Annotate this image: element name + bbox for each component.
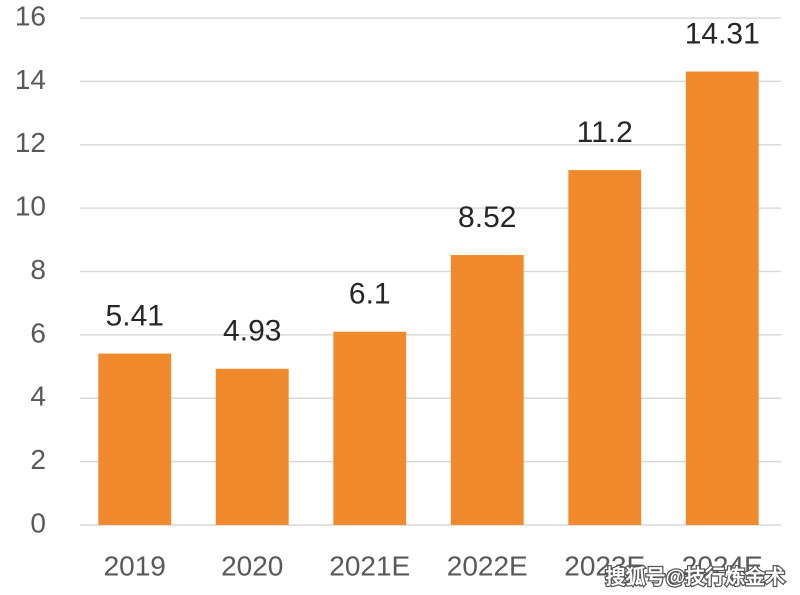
y-tick-label: 12	[15, 127, 46, 158]
y-tick-label: 8	[30, 254, 46, 285]
bar	[215, 368, 289, 525]
x-tick-label: 2023E	[564, 550, 645, 581]
y-tick-label: 16	[15, 0, 46, 31]
bar	[568, 170, 642, 525]
x-tick-label: 2024E	[682, 550, 763, 581]
x-tick-label: 2020	[221, 550, 283, 581]
y-tick-label: 10	[15, 191, 46, 222]
value-label: 5.41	[106, 299, 164, 332]
value-label: 8.52	[458, 201, 516, 234]
watermark: 搜狐号@技行炼金术	[605, 564, 785, 588]
value-label: 11.2	[577, 116, 633, 149]
y-tick-label: 14	[15, 64, 46, 95]
value-label: 4.93	[223, 315, 281, 348]
y-tick-label: 0	[30, 507, 46, 538]
bar	[98, 353, 172, 525]
y-tick-label: 4	[30, 381, 46, 412]
value-label: 14.31	[685, 17, 760, 50]
x-tick-label: 2021E	[329, 550, 410, 581]
bar	[333, 331, 407, 525]
value-label: 6.1	[349, 278, 391, 311]
x-tick-label: 2019	[104, 550, 166, 581]
y-tick-label: 2	[30, 444, 46, 475]
bar	[685, 71, 759, 525]
x-tick-label: 2022E	[447, 550, 528, 581]
y-tick-label: 6	[30, 317, 46, 348]
bar	[450, 255, 524, 525]
